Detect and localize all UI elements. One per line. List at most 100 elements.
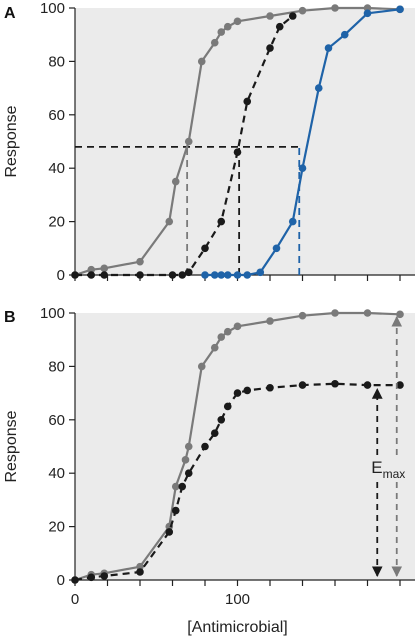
data-point-black — [100, 271, 109, 279]
data-point-black — [165, 528, 174, 536]
data-point-gray — [100, 264, 109, 273]
data-point-gray — [165, 217, 174, 226]
data-point-blue — [340, 30, 349, 39]
data-point-gray — [171, 482, 180, 491]
data-point-black — [87, 271, 96, 279]
data-point-blue — [396, 5, 404, 14]
data-point-black — [100, 572, 109, 580]
panel-label: B — [4, 309, 16, 326]
y-tick-label: 20 — [48, 519, 65, 536]
data-point-black — [178, 271, 187, 279]
data-point-black — [178, 482, 187, 491]
y-tick-label: 40 — [48, 160, 65, 177]
data-point-gray — [223, 22, 232, 31]
data-point-blue — [314, 84, 323, 92]
data-point-blue — [223, 271, 232, 279]
data-point-black — [184, 268, 193, 277]
data-point-gray — [217, 28, 226, 36]
y-tick-label: 20 — [48, 214, 65, 231]
x-tick-label: 0 — [71, 591, 79, 608]
data-point-gray — [181, 456, 190, 464]
plot-area — [75, 313, 415, 580]
emax-label-subscript: max — [383, 467, 406, 481]
y-tick-label: 100 — [40, 305, 65, 322]
data-point-gray — [136, 562, 144, 571]
data-point-gray — [233, 17, 242, 26]
y-tick-label: 40 — [48, 465, 65, 482]
data-point-blue — [256, 268, 265, 277]
data-point-gray — [87, 265, 96, 274]
data-point-gray — [233, 322, 242, 331]
data-point-black — [275, 22, 284, 31]
data-point-blue — [201, 271, 209, 279]
x-tick-label: 100 — [225, 591, 250, 608]
data-point-blue — [243, 271, 252, 279]
x-axis-label: [Antimicrobial] — [187, 619, 287, 636]
data-point-black — [223, 402, 232, 411]
y-tick-label: 80 — [48, 358, 65, 375]
data-point-blue — [288, 217, 297, 226]
data-point-blue — [217, 271, 226, 279]
data-point-gray — [266, 317, 274, 325]
data-point-black — [168, 271, 177, 279]
data-point-black — [201, 244, 209, 253]
series-line-gray — [74, 311, 401, 582]
y-tick-label: 0 — [57, 572, 65, 589]
panel-label: A — [4, 5, 16, 22]
emax-label-backdrop — [369, 456, 410, 481]
data-point-gray — [298, 6, 307, 15]
data-point-black — [210, 429, 219, 437]
data-point-black — [243, 97, 252, 106]
data-point-gray — [197, 362, 206, 371]
data-point-black — [363, 381, 372, 389]
y-axis-label: Response — [3, 410, 20, 482]
data-point-blue — [324, 44, 333, 52]
data-point-gray — [184, 442, 193, 451]
data-point-black — [233, 389, 242, 397]
data-point-gray — [331, 4, 339, 12]
data-point-blue — [298, 164, 307, 172]
y-tick-label: 0 — [57, 267, 65, 284]
data-point-black — [243, 386, 252, 395]
data-point-gray — [363, 309, 372, 317]
data-point-black — [298, 381, 307, 389]
data-point-gray — [298, 311, 307, 320]
data-point-gray — [217, 333, 226, 341]
data-point-black — [266, 44, 274, 52]
data-point-blue — [210, 271, 219, 279]
data-point-gray — [197, 57, 206, 66]
data-point-gray — [210, 38, 219, 47]
data-point-black — [171, 506, 180, 515]
panel-a: 0 20 40 60 80 100 Response A — [3, 0, 415, 284]
data-point-black — [87, 573, 96, 582]
y-tick-label: 60 — [48, 412, 65, 429]
data-point-gray — [184, 137, 193, 146]
y-tick-label: 60 — [48, 107, 65, 124]
data-point-black — [71, 576, 79, 584]
data-point-gray — [363, 4, 372, 12]
data-point-gray — [171, 177, 180, 186]
data-point-gray — [223, 327, 232, 336]
data-point-black — [331, 379, 339, 388]
data-point-black — [136, 568, 144, 576]
emax-label: Emax — [371, 458, 405, 481]
data-point-black — [217, 217, 226, 226]
data-point-black — [233, 148, 242, 156]
panel-b: 0 20 40 60 80 100 0 100 Response [Antimicrobial] B… — [3, 305, 415, 636]
data-point-black — [184, 469, 193, 478]
data-point-black — [288, 12, 297, 20]
data-point-gray — [331, 309, 339, 317]
data-point-blue — [233, 271, 242, 279]
plot-area — [75, 8, 415, 275]
data-point-black — [217, 416, 226, 424]
data-point-gray — [136, 257, 144, 266]
y-tick-label: 100 — [40, 0, 65, 17]
emax-label-main: E — [371, 458, 382, 477]
y-tick-label: 80 — [48, 53, 65, 70]
data-point-gray — [210, 343, 219, 352]
data-point-black — [266, 383, 274, 392]
data-point-black — [71, 271, 79, 279]
data-point-blue — [363, 9, 372, 18]
data-point-blue — [272, 244, 281, 253]
